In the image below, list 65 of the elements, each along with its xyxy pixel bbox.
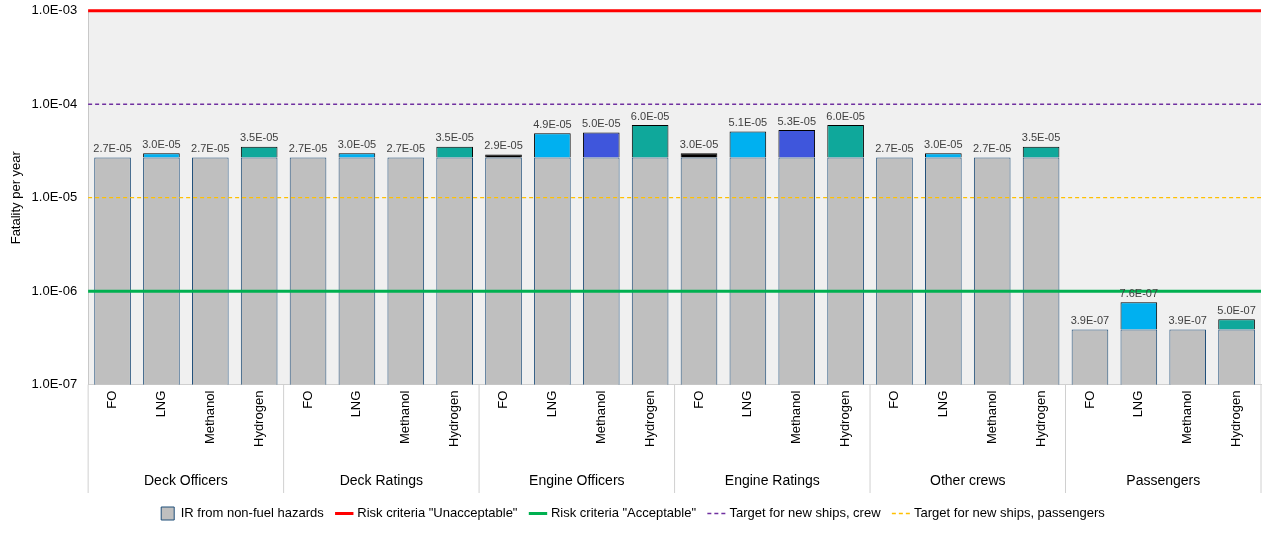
total-label: 6.0E-05 [630,109,670,122]
total-label: 7.6E-07 [1119,286,1159,299]
x-tick-label: LNG [543,390,559,418]
x-tick-label: LNG [739,390,755,418]
total-label: 3.5E-05 [1021,131,1061,144]
text: Engine Officers [529,471,625,488]
x-tick-label: Hydrogen [1228,390,1244,448]
text: Engine Ratings [724,471,820,488]
total-label: 3.5E-05 [239,131,279,144]
total-label: 2.7E-05 [93,141,132,154]
legend-label: IR from non-fuel hazards [180,505,325,521]
total-label: 3.9E-07 [1070,313,1110,326]
text: Other crews [930,471,1006,488]
x-tick-label: Methanol [201,390,217,445]
total-label: 3.0E-05 [142,137,181,150]
x-tick-label: FO [886,390,902,409]
text: Deck Ratings [339,471,423,488]
total-label: 3.5E-05 [435,131,474,144]
x-tick-label: FO [690,390,706,409]
text: Passengers [1126,471,1201,488]
total-label: 5.0E-05 [582,116,621,129]
total-label: 2.9E-05 [484,139,523,152]
x-tick-label: LNG [153,390,169,418]
total-label: 5.0E-07 [1217,303,1256,316]
x-tick-label: Hydrogen [837,390,853,448]
total-label: 2.7E-05 [386,141,426,154]
total-label: 3.0E-05 [679,137,719,150]
x-tick-label: Methanol [1179,390,1195,445]
y-tick-label: 1.0E-03 [31,2,78,18]
y-tick-label: 1.0E-04 [31,95,78,111]
total-label: 2.7E-05 [875,141,914,154]
total-label: 6.0E-05 [826,109,865,122]
total-label: 3.0E-05 [337,137,377,150]
x-tick-label: LNG [1130,390,1146,418]
x-tick-label: Hydrogen [446,390,462,448]
y-tick-label: 1.0E-06 [31,282,78,298]
total-label: 2.7E-05 [972,141,1012,154]
x-tick-label: Methanol [592,390,608,445]
y-tick-label: 1.0E-07 [31,376,78,392]
total-label: 5.3E-05 [777,114,817,127]
x-tick-label: FO [104,390,120,409]
total-label: 2.7E-05 [288,141,328,154]
x-tick-label: Hydrogen [641,390,657,448]
x-tick-label: FO [495,390,511,409]
x-tick-label: Methanol [983,390,999,445]
x-tick-label: Methanol [397,390,413,445]
x-tick-label: Hydrogen [250,390,266,448]
x-tick-label: LNG [348,390,364,418]
y-tick-label: 1.0E-05 [31,189,78,205]
legend-label: Target for new ships, passengers [914,505,1106,521]
x-tick-label: Methanol [788,390,804,445]
text: Deck Officers [143,471,228,488]
legend-label: Risk criteria "Acceptable" [550,505,697,521]
total-label: 3.9E-07 [1168,313,1207,326]
x-tick-label: Hydrogen [1032,390,1048,448]
total-label: 2.7E-05 [191,141,230,154]
x-tick-label: LNG [934,390,950,418]
legend-label: Risk criteria "Unacceptable" [357,505,518,521]
total-label: 4.9E-05 [533,117,572,130]
legend-label: Target for new ships, crew [729,505,882,521]
x-tick-label: FO [299,390,315,409]
y-axis-title: Fatality per year [8,150,24,245]
total-label: 3.0E-05 [924,137,963,150]
total-label: 5.1E-05 [728,116,768,129]
x-tick-label: FO [1081,390,1097,409]
